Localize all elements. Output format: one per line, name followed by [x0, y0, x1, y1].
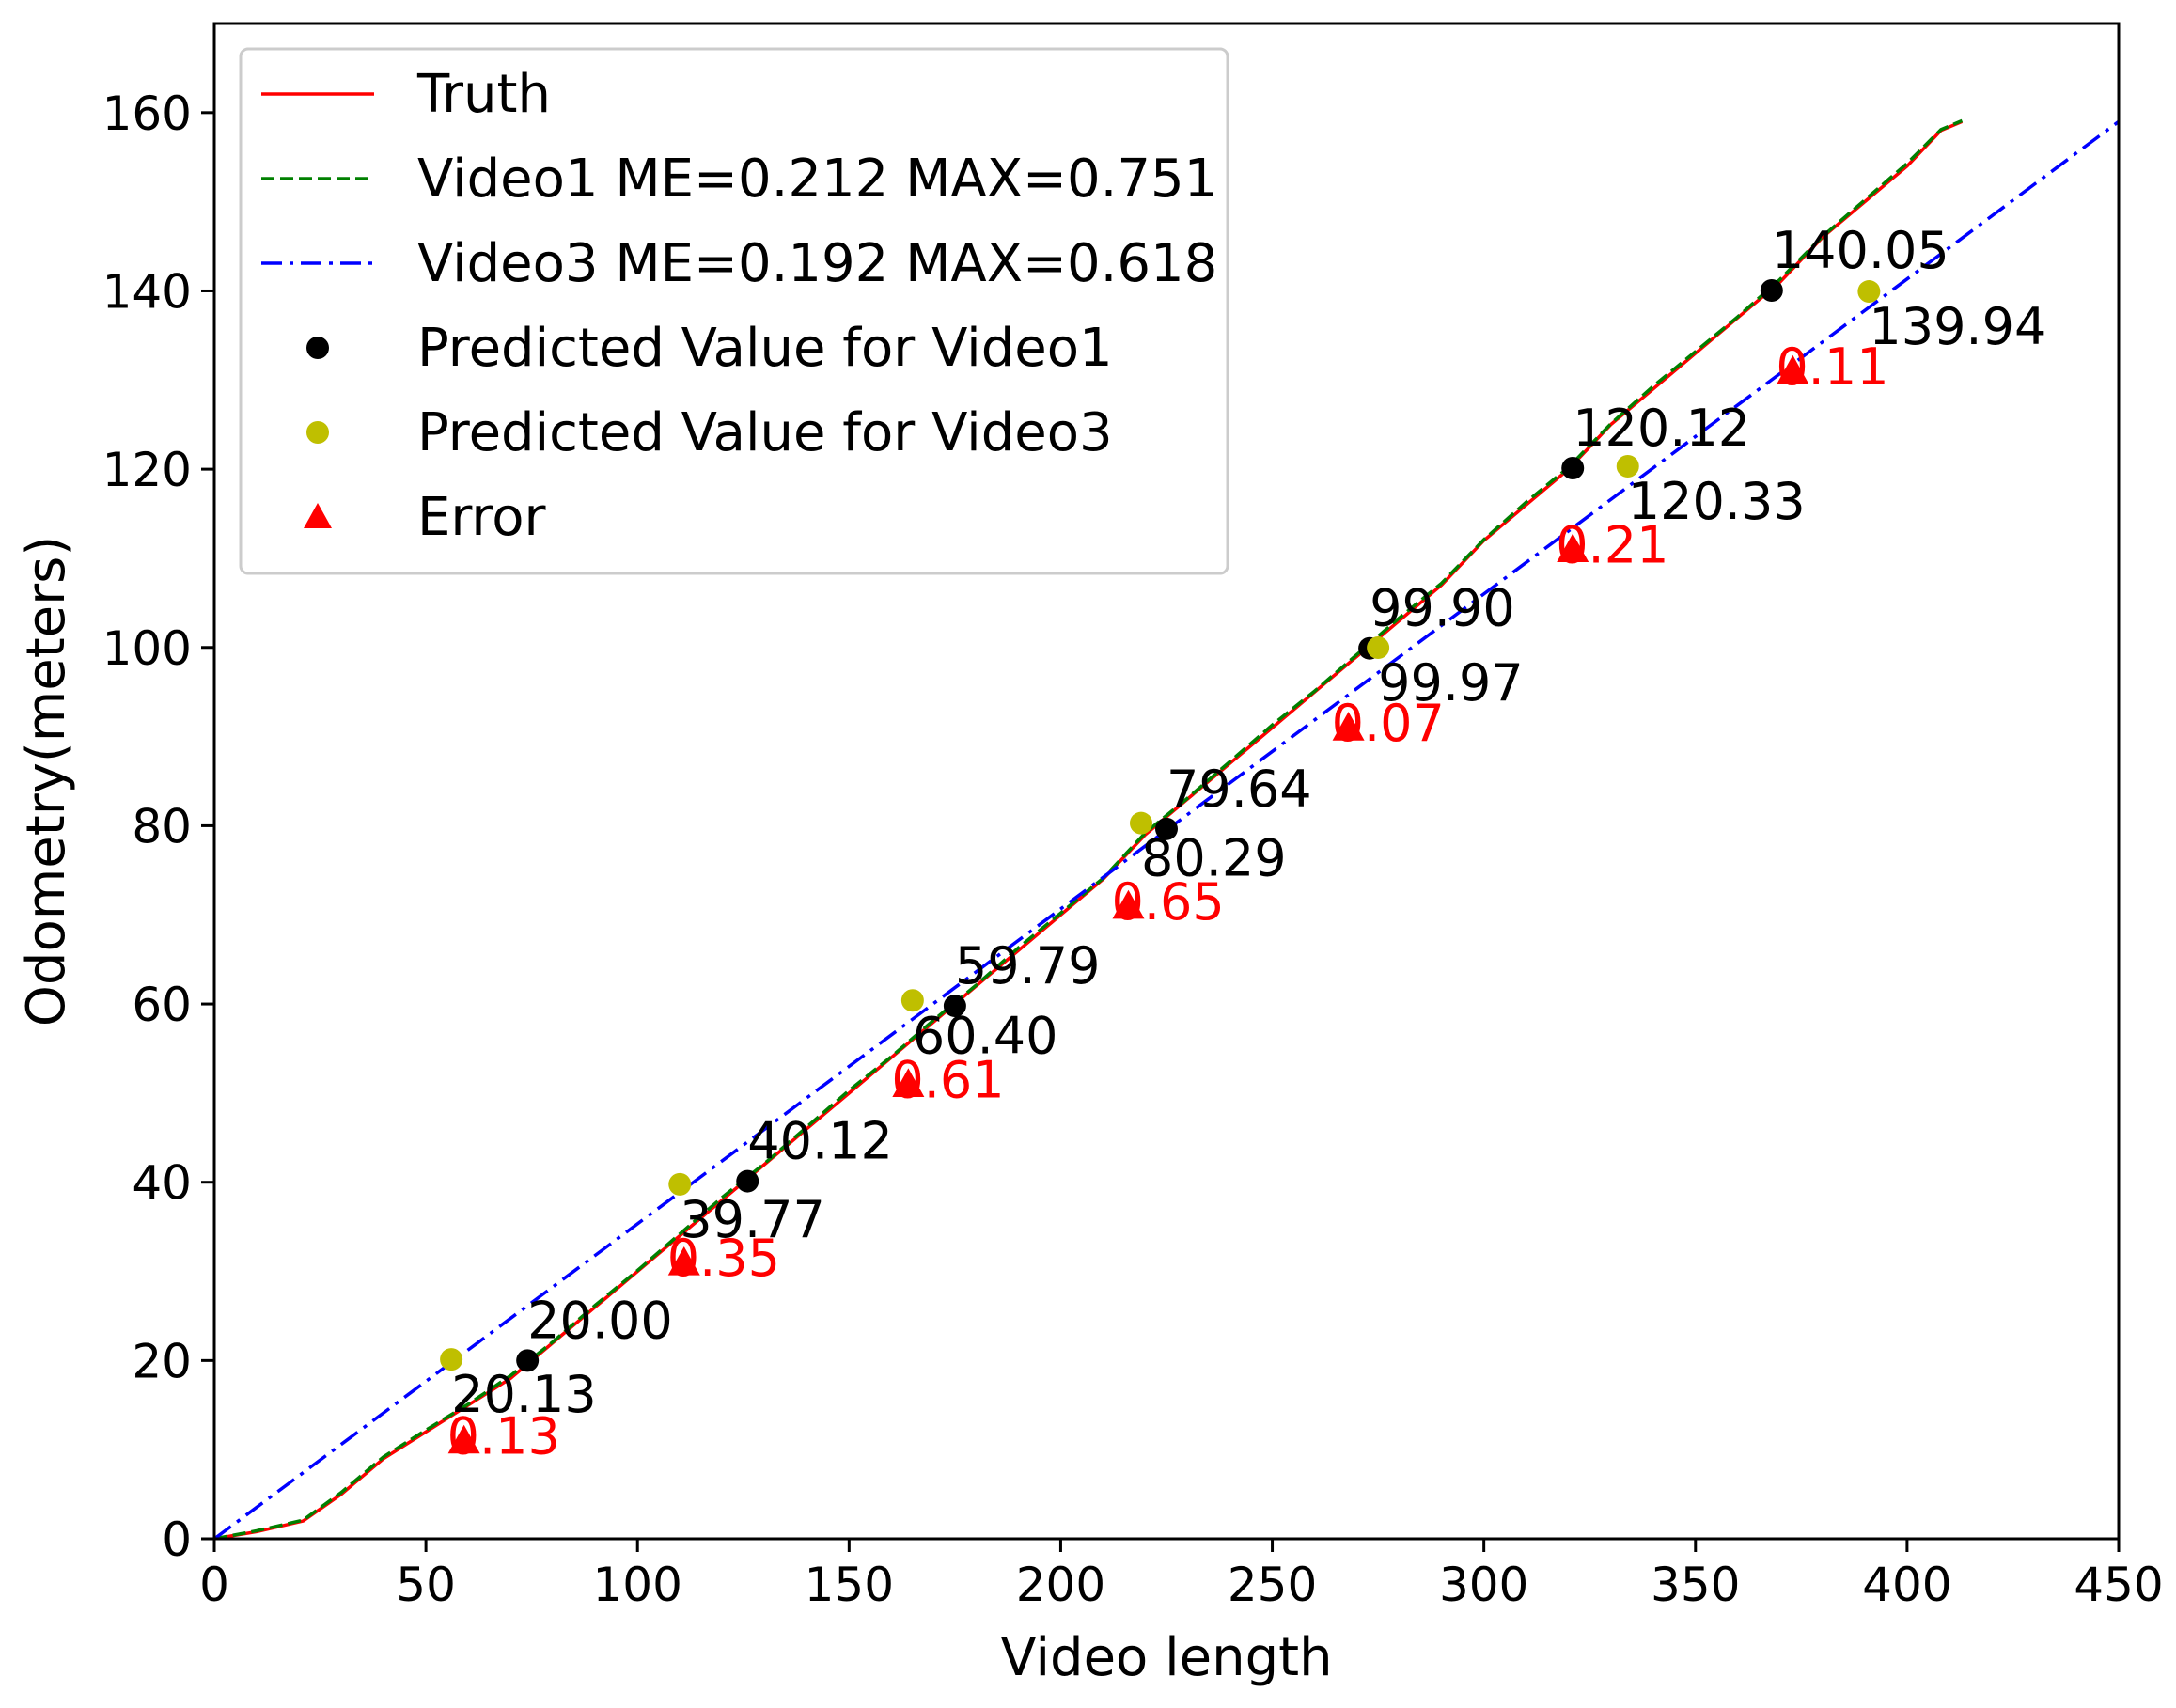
video1-value-label: 140.05: [1772, 221, 1949, 280]
annotations-layer: 20.00 40.12 59.79 79.64 99.90 120.12 140.05 20.…: [447, 221, 2047, 1466]
x-tick-label: 200: [1016, 1558, 1105, 1612]
legend-circle-marker: [306, 421, 329, 444]
video3-value-label: 139.94: [1869, 297, 2046, 356]
video3-point: [1129, 811, 1152, 835]
error-value-label: 0.13: [447, 1407, 560, 1466]
video3-point: [1367, 636, 1390, 660]
legend-box: [239, 47, 1229, 575]
x-axis-title: Video length: [1000, 1627, 1332, 1688]
video3-value-label: 39.77: [680, 1190, 825, 1249]
x-tick-label: 300: [1439, 1558, 1528, 1612]
video1-point: [943, 995, 966, 1018]
video3-point: [1616, 454, 1639, 478]
video3-value-label: 60.40: [913, 1006, 1058, 1065]
error-value-label: 0.07: [1332, 694, 1445, 753]
y-tick-label: 100: [102, 621, 192, 676]
x-tick-label: 250: [1228, 1558, 1317, 1612]
points-layer: [440, 278, 1881, 1454]
legend: Truth Video1 ME=0.212 MAX=0.751 Video3 ME=…: [239, 47, 1229, 575]
y-tick-label: 80: [132, 799, 192, 854]
y-tick-label: 60: [132, 978, 192, 1032]
x-tick-label: 450: [2074, 1558, 2163, 1612]
video1-point: [516, 1349, 540, 1372]
error-marker: [1332, 712, 1365, 741]
y-tick-label: 20: [132, 1334, 192, 1388]
video1-value-label: 59.79: [955, 936, 1101, 995]
error-marker: [1557, 533, 1589, 563]
video1-point: [1155, 817, 1178, 840]
plot-frame: [212, 22, 2121, 1541]
video1-value-label: 120.12: [1573, 399, 1750, 458]
y-tick-label: 120: [102, 443, 192, 497]
video3-point: [440, 1348, 463, 1371]
video1-value-label: 99.90: [1370, 579, 1515, 638]
error-value-label: 0.11: [1776, 337, 1888, 397]
legend-entry-label: Truth: [416, 64, 551, 125]
x-tick-label: 400: [1862, 1558, 1951, 1612]
video3-value-label: 120.33: [1628, 472, 1806, 531]
video3-value-label: 20.13: [451, 1365, 597, 1424]
legend-entry-label: Video1 ME=0.212 MAX=0.751: [417, 149, 1217, 210]
y-axis-title: Odometry(meters): [16, 536, 77, 1026]
y-tick-label: 160: [102, 86, 192, 141]
video1-value-label: 20.00: [527, 1291, 673, 1350]
video1-value-label: 79.64: [1166, 760, 1312, 819]
legend-entry-label: Predicted Value for Video3: [417, 402, 1113, 463]
error-value-label: 0.65: [1111, 872, 1224, 932]
video3-value-label: 80.29: [1141, 829, 1287, 888]
video3-value-label: 99.97: [1378, 653, 1524, 713]
error-value-label: 0.61: [891, 1050, 1004, 1109]
legend-entry-label: Error: [417, 487, 546, 548]
video3-point: [900, 989, 924, 1012]
error-marker: [1777, 354, 1809, 384]
video1-value-label: 40.12: [747, 1112, 893, 1171]
error-value-label: 0.21: [1556, 515, 1668, 574]
x-tick-label: 350: [1651, 1558, 1740, 1612]
x-tick-label: 100: [593, 1558, 682, 1612]
legend-entry-label: Predicted Value for Video1: [417, 318, 1113, 379]
axes-layer: 0 50 100 150 200 250 300 350 400 450 0 20 40 60 80 100 1…: [102, 86, 2164, 1612]
x-tick-label: 50: [396, 1558, 456, 1612]
error-marker: [892, 1068, 925, 1097]
video1-point: [1561, 456, 1585, 479]
video3-point: [668, 1172, 692, 1196]
y-tick-label: 0: [162, 1512, 192, 1567]
error-value-label: 0.35: [667, 1229, 780, 1288]
y-tick-label: 40: [132, 1156, 192, 1211]
legend-circle-marker: [306, 337, 329, 359]
legend-entry-label: Video3 ME=0.192 MAX=0.618: [417, 233, 1217, 294]
error-marker: [667, 1246, 700, 1276]
video1-point: [736, 1169, 759, 1193]
error-marker: [1112, 889, 1145, 919]
legend-triangle-marker: [304, 503, 332, 528]
x-tick-label: 0: [199, 1558, 229, 1612]
video1-point: [1760, 278, 1783, 302]
error-marker: [447, 1424, 480, 1454]
x-tick-label: 150: [805, 1558, 894, 1612]
video3-point: [1857, 280, 1881, 304]
y-tick-label: 140: [102, 264, 192, 319]
